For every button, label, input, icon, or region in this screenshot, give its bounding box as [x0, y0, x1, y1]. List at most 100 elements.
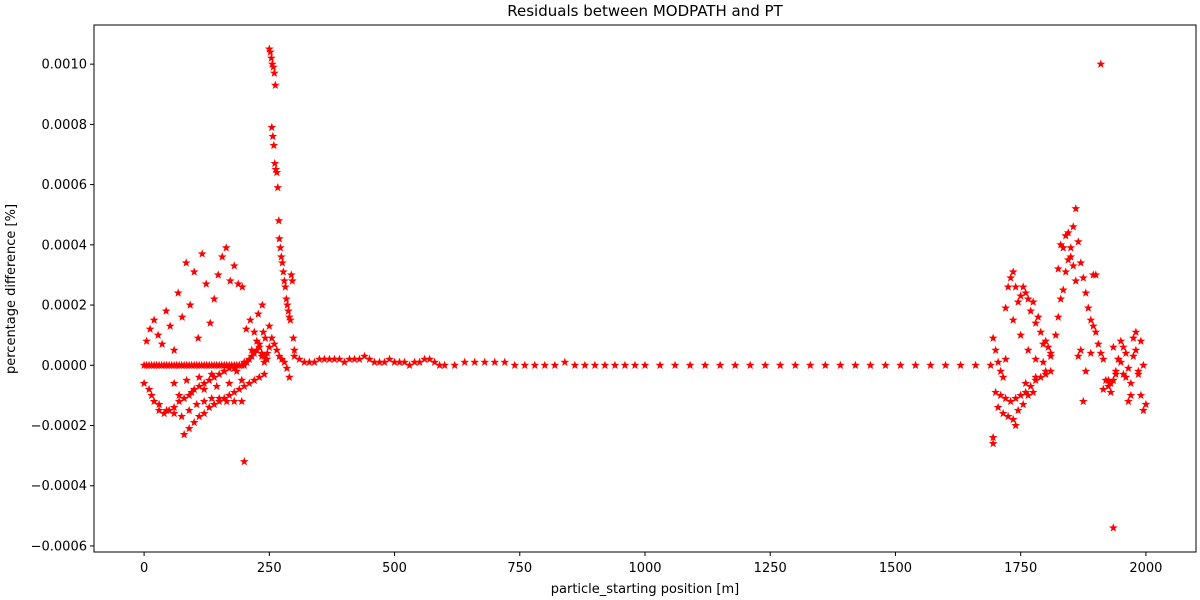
data-point — [225, 276, 235, 285]
data-point — [199, 384, 209, 394]
data-point — [286, 270, 296, 279]
data-point — [1139, 360, 1148, 370]
data-point — [760, 360, 770, 370]
data-point — [775, 360, 785, 370]
data-point — [390, 357, 399, 366]
y-axis: −0.0006 −0.0004 −0.0002 0.0000 0.0002 0.0004 0… — [31, 58, 94, 554]
data-point — [249, 375, 259, 385]
x-axis: 0 250 500 750 1000 1250 1500 1750 2000 — [140, 552, 1162, 576]
data-point — [1056, 240, 1066, 249]
plot-frame — [93, 24, 1197, 553]
x-tick-label: 0 — [140, 561, 148, 576]
data-point — [249, 348, 259, 357]
data-point — [249, 327, 259, 336]
data-point — [1111, 366, 1121, 376]
data-point — [315, 354, 324, 363]
data-point — [257, 351, 267, 360]
data-point — [1106, 378, 1116, 388]
data-point — [996, 390, 1006, 400]
data-point — [715, 360, 725, 370]
data-point — [189, 384, 199, 394]
data-point — [730, 360, 740, 370]
data-point — [1018, 282, 1028, 291]
data-point — [835, 360, 845, 370]
data-point — [580, 360, 590, 370]
data-point — [169, 378, 179, 388]
data-point — [224, 363, 234, 373]
data-point — [247, 351, 257, 360]
data-point — [1088, 321, 1098, 330]
y-tick-label: −0.0002 — [31, 419, 87, 434]
data-point — [149, 315, 159, 324]
data-point — [1086, 348, 1096, 357]
data-point — [244, 354, 254, 363]
data-point — [254, 372, 264, 382]
data-point — [1066, 252, 1076, 261]
data-point — [1006, 396, 1016, 406]
data-point — [1134, 366, 1143, 376]
data-point — [288, 333, 298, 342]
data-point — [213, 270, 223, 279]
data-point — [1011, 393, 1021, 403]
data-point — [268, 62, 278, 71]
data-point — [1131, 345, 1141, 354]
data-point — [510, 360, 520, 370]
data-point — [1036, 372, 1046, 382]
x-tick-label: 2000 — [1129, 561, 1162, 576]
data-point — [1124, 363, 1133, 373]
data-point — [1096, 348, 1106, 357]
data-point — [1129, 351, 1138, 360]
data-point — [1008, 267, 1018, 276]
data-point — [1026, 306, 1036, 315]
data-point — [1073, 351, 1083, 360]
data-point — [345, 354, 354, 363]
data-point — [1073, 237, 1083, 246]
data-point — [234, 360, 244, 370]
data-point — [805, 360, 815, 370]
data-point — [260, 333, 270, 342]
data-point — [279, 276, 289, 285]
y-tick-label: −0.0004 — [31, 479, 87, 494]
data-point — [276, 252, 286, 261]
data-point — [700, 360, 710, 370]
data-point — [289, 351, 299, 360]
data-point — [450, 360, 460, 370]
data-point — [273, 183, 283, 192]
data-point — [184, 390, 194, 400]
data-point — [1043, 342, 1053, 351]
data-point — [258, 327, 268, 336]
data-point — [254, 339, 264, 348]
data-point — [670, 360, 680, 370]
data-point — [1003, 282, 1013, 291]
data-point — [209, 294, 219, 303]
data-points — [139, 44, 1151, 532]
data-point — [271, 164, 281, 174]
data-point — [266, 53, 276, 62]
data-point — [239, 357, 249, 366]
data-point — [179, 393, 189, 403]
data-point — [233, 279, 243, 288]
data-point — [1008, 315, 1018, 324]
data-point — [154, 405, 164, 415]
data-point — [500, 357, 510, 366]
data-point — [685, 360, 695, 370]
data-point — [187, 387, 197, 397]
data-point — [282, 363, 292, 373]
data-point — [241, 324, 251, 333]
data-point — [998, 372, 1008, 382]
data-point — [257, 300, 267, 309]
data-point — [1058, 285, 1068, 294]
data-point — [490, 357, 500, 366]
data-point — [209, 399, 219, 409]
data-point — [1139, 405, 1148, 415]
data-point — [1113, 354, 1123, 363]
data-point — [145, 324, 155, 333]
data-point — [199, 378, 209, 388]
data-point — [1108, 342, 1118, 351]
data-point — [988, 432, 998, 442]
data-point — [1038, 357, 1048, 366]
data-point — [234, 384, 244, 394]
data-point — [1124, 396, 1133, 406]
data-point — [1021, 387, 1031, 397]
data-point — [1028, 387, 1038, 397]
